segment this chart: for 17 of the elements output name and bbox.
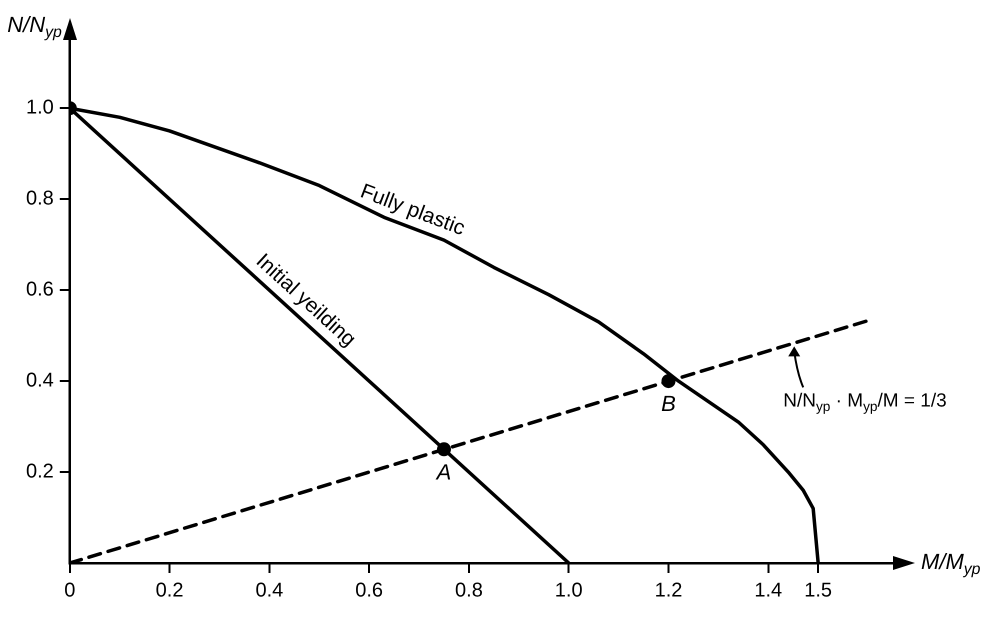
- y-tick-label: 0.8: [26, 188, 54, 210]
- x-tick-label: 1.0: [554, 580, 583, 602]
- annotation: A: [434, 459, 452, 484]
- x-tick-label: 1.5: [804, 580, 832, 602]
- y-tick-label: 0.6: [26, 278, 54, 301]
- text: Fully plastic: [357, 180, 468, 240]
- y-tick-label: 1.0: [26, 96, 54, 119]
- x-tick-label: 1.2: [654, 580, 682, 602]
- x-tick-label: 0.6: [355, 580, 384, 602]
- y-tick-label: 0.2: [26, 460, 54, 483]
- x-tick-label: 0.4: [255, 580, 284, 602]
- x-tick-label: 1.4: [754, 580, 782, 602]
- annotation: B: [661, 391, 676, 416]
- x-tick-label: 0.8: [455, 580, 483, 602]
- x-tick-label: 0.2: [156, 580, 184, 602]
- y-tick-label: 0.4: [26, 370, 54, 392]
- x-tick-label: 0: [64, 580, 76, 602]
